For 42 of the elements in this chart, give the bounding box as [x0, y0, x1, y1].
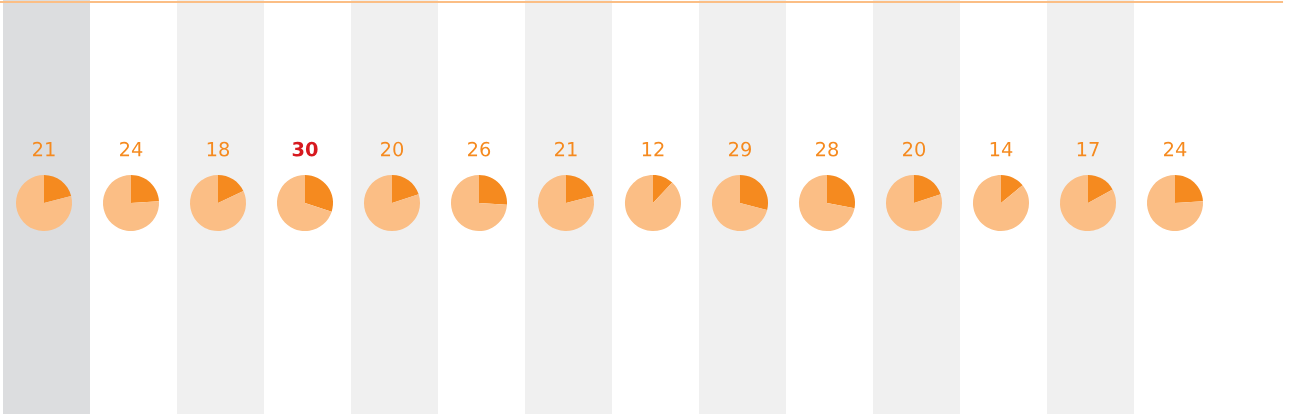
pie-slice: [1146, 174, 1204, 232]
pie-slice: [102, 174, 160, 232]
data-label: 24: [120, 141, 143, 157]
pie-slice: [363, 174, 421, 232]
pie-slice: [711, 174, 768, 232]
data-label: 20: [903, 141, 926, 157]
pie-slice: [131, 174, 159, 203]
pie-slice: [1088, 174, 1113, 203]
pie-slice: [914, 174, 941, 203]
data-label: 28: [816, 141, 839, 157]
pie-slice: [624, 174, 682, 232]
pie-slice: [827, 174, 856, 209]
pie-slice: [305, 174, 334, 212]
pie-slice: [1001, 174, 1023, 203]
pie-slice: [1059, 174, 1117, 232]
data-label: 24: [1164, 141, 1187, 157]
pie-slice: [1175, 174, 1203, 203]
data-label: 21: [555, 141, 577, 157]
data-label: 26: [468, 141, 491, 157]
data-label: 29: [729, 141, 751, 157]
pie-slice: [653, 174, 673, 203]
data-label: 21: [33, 141, 55, 157]
data-label: 20: [381, 141, 404, 157]
pie-slice: [972, 174, 1030, 232]
pie-slice: [885, 174, 943, 232]
pie-slice: [450, 174, 507, 232]
pie-slice: [392, 174, 419, 203]
pie-slice: [15, 174, 73, 232]
data-label: 12: [642, 141, 664, 157]
pie-slice: [276, 174, 332, 232]
data-label: 30: [292, 141, 318, 157]
pie-slice: [44, 174, 72, 203]
pie-slice: [479, 174, 508, 205]
data-label: 14: [990, 142, 1013, 157]
pie-slice: [798, 174, 855, 232]
pie-slice: [537, 174, 595, 232]
data-label: 17: [1077, 142, 1099, 157]
pie-slice: [189, 174, 247, 232]
pie-slice: [566, 174, 594, 203]
data-label: 18: [207, 141, 230, 157]
pie-slice: [740, 174, 769, 210]
pie-slice: [218, 174, 244, 203]
